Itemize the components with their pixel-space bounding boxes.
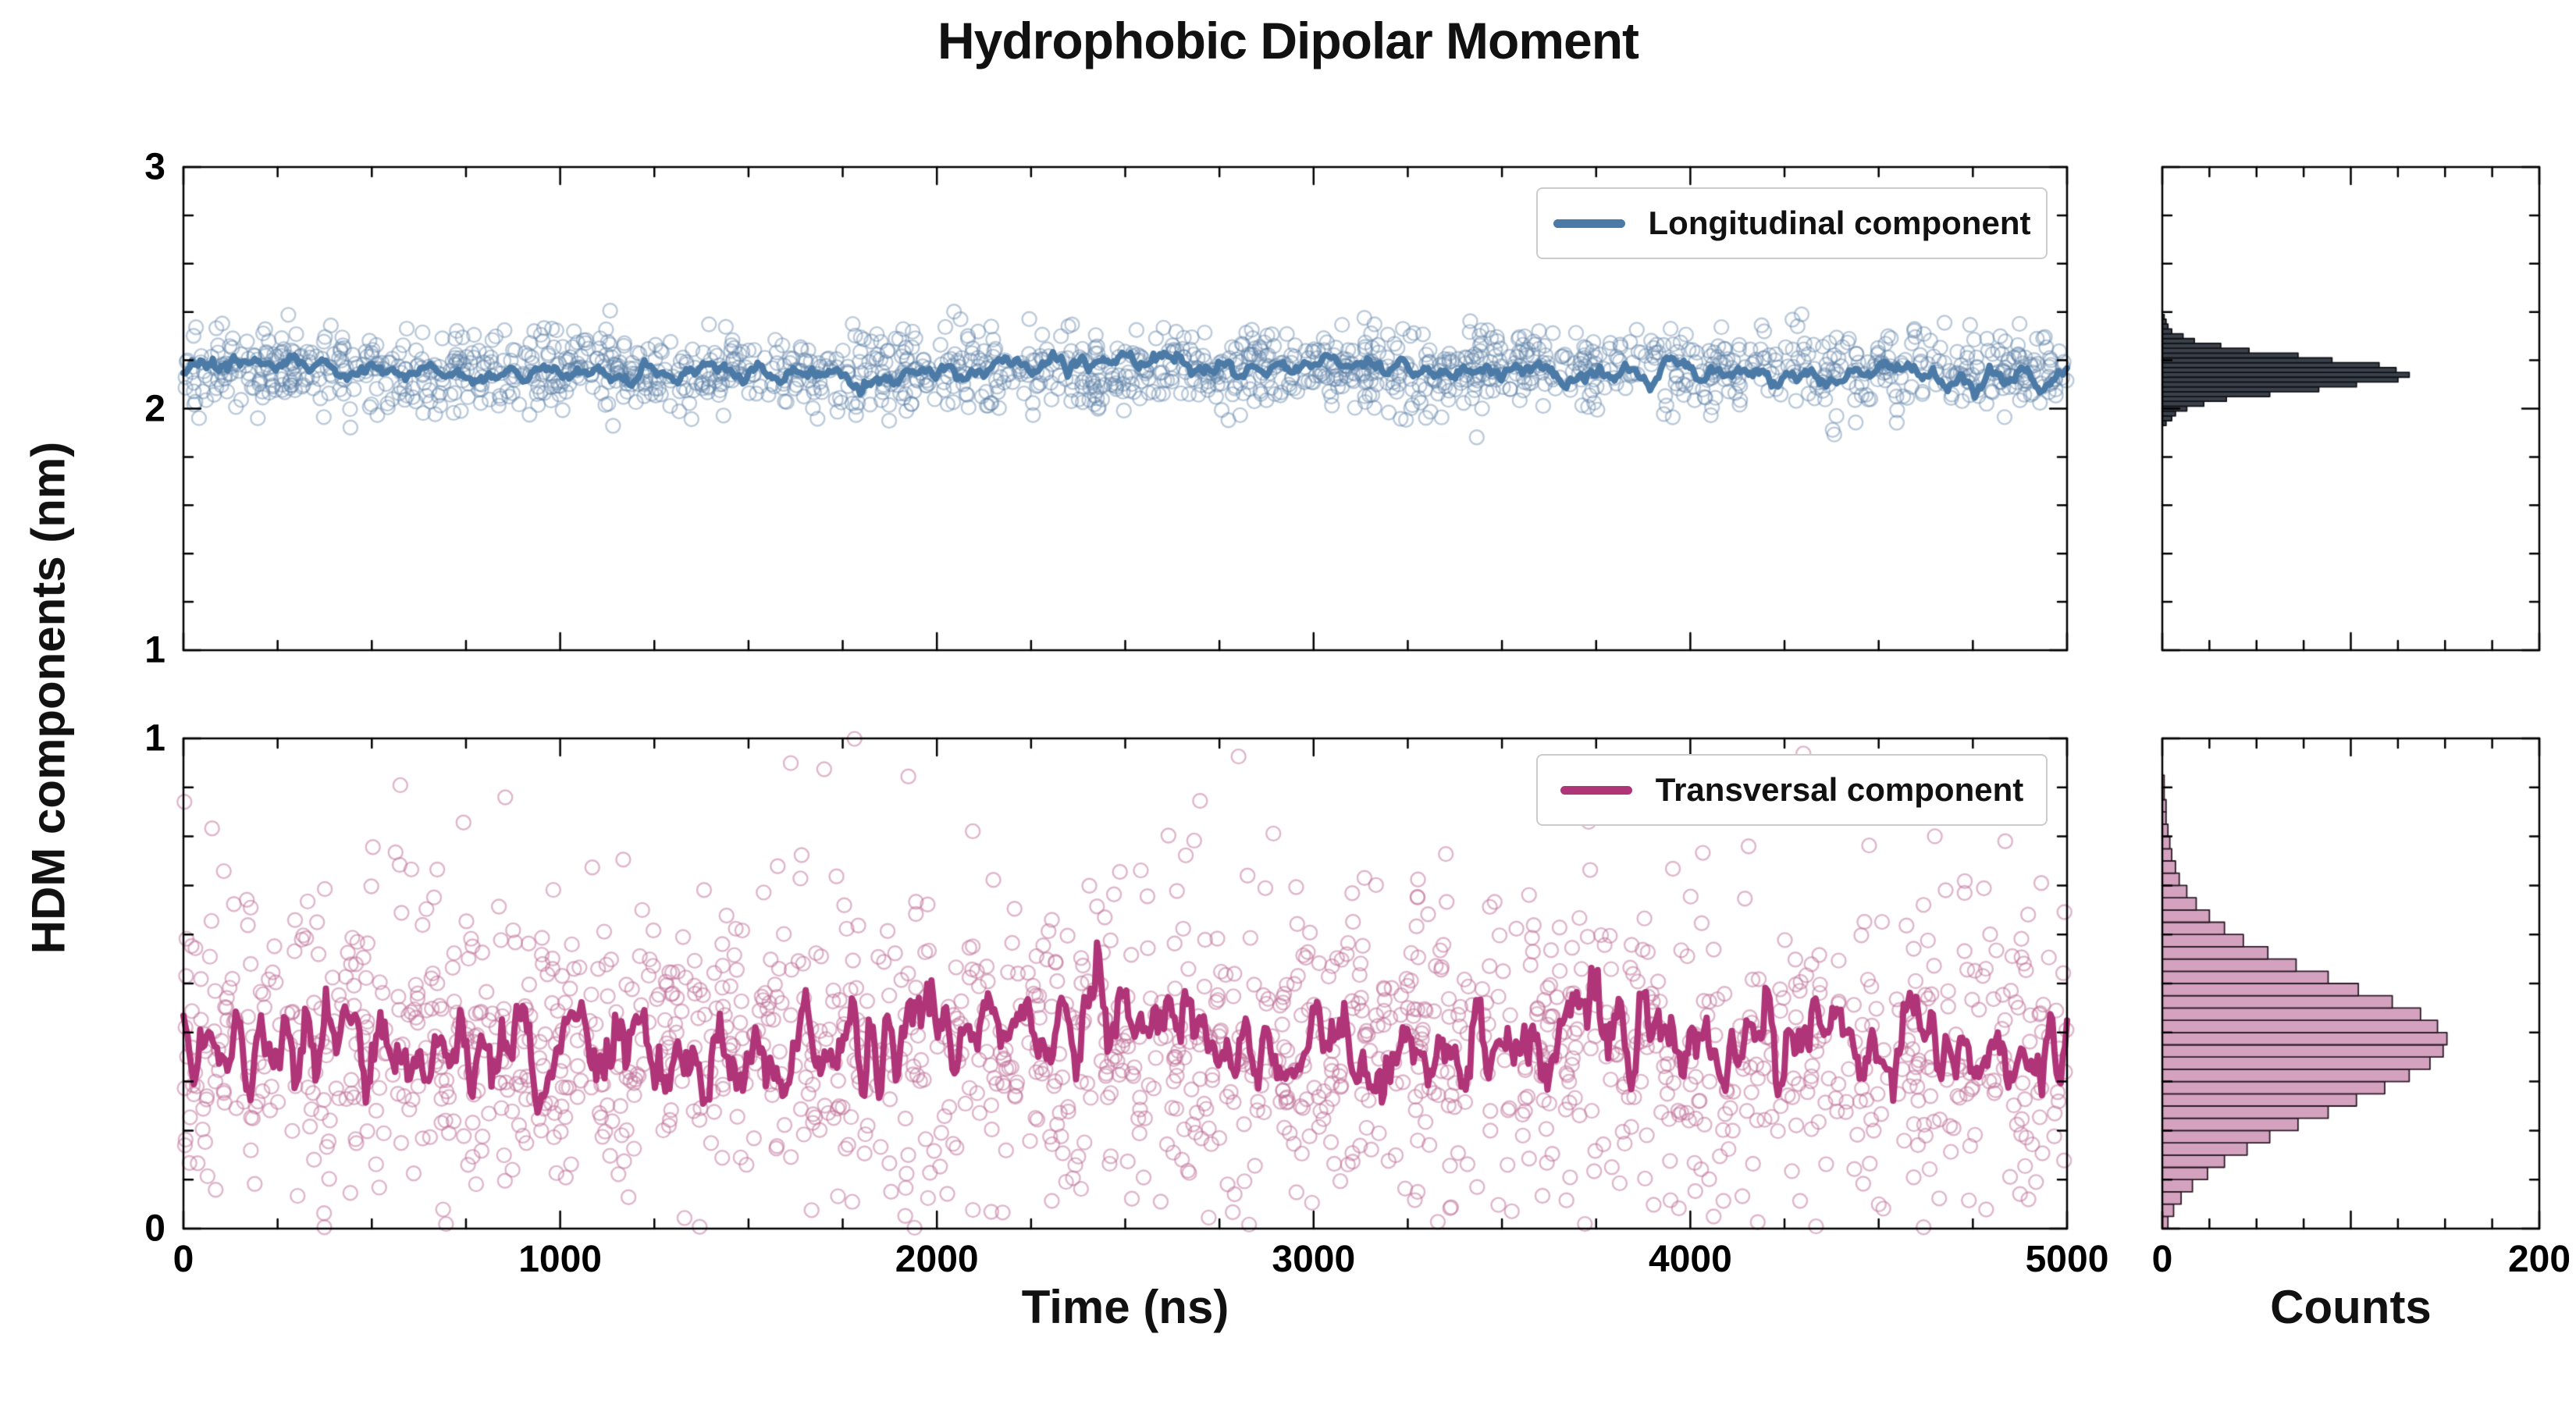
legend-label: Longitudinal component (1648, 205, 2031, 241)
chart-title: Hydrophobic Dipolar Moment (938, 12, 1639, 69)
counts-axis-label: Counts (2270, 1281, 2432, 1333)
y-axis-label: HDM components (nm) (22, 441, 75, 955)
legend-longitudinal: Longitudinal component (1536, 187, 2048, 259)
legend-transversal: Transversal component (1536, 754, 2048, 826)
x-axis-label: Time (ns) (1021, 1281, 1229, 1333)
legend-line-swatch (1560, 785, 1632, 795)
legend-line-swatch (1553, 219, 1625, 228)
legend-label: Transversal component (1655, 771, 2024, 808)
